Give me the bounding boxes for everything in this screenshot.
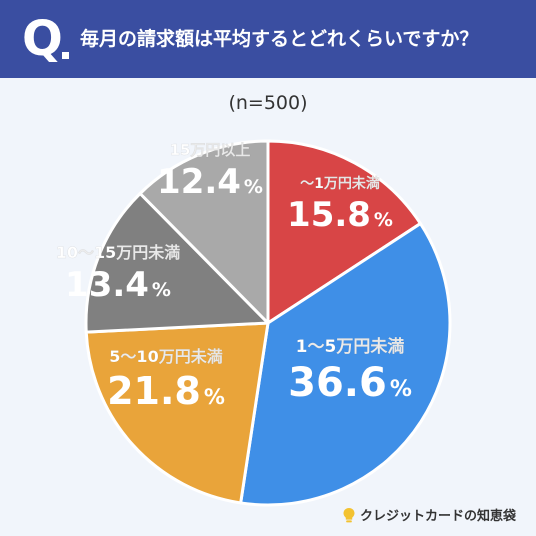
pie-slice-1 bbox=[266, 139, 422, 325]
slice-value-number-3: 21.8 bbox=[107, 369, 201, 413]
slice-value-unit-5: % bbox=[244, 176, 263, 198]
slice-value-unit-3: % bbox=[204, 385, 225, 409]
slice-label-3: 5〜10万円未満 bbox=[109, 347, 222, 366]
slice-value-number-5: 12.4 bbox=[157, 162, 241, 202]
slice-value-number-4: 13.4 bbox=[65, 265, 149, 305]
brand-logo: クレジットカードの知恵袋 bbox=[342, 505, 516, 524]
slice-value-3: 21.8% bbox=[107, 369, 225, 413]
sample-size-label: (n=500) bbox=[228, 92, 308, 114]
slice-label-4: 10〜15万円未満 bbox=[56, 243, 181, 262]
pie-labels: 〜1万円未満 15.8 % 1〜5万円未満 36.6 % 5〜10万円未満 21.8 % 10〜1… bbox=[55, 141, 412, 413]
pie-slice-5 bbox=[138, 139, 270, 325]
pie-slice-2 bbox=[239, 222, 452, 507]
slice-label-5: 15万円以上 bbox=[170, 141, 251, 159]
slice-label-2: 1〜5万円未満 bbox=[296, 336, 405, 357]
slice-label-1: 〜1万円未満 bbox=[300, 175, 380, 192]
slice-value-2: 36.6% bbox=[288, 360, 412, 406]
brand-name: クレジットカードの知恵袋 bbox=[359, 509, 516, 524]
question-mark-label: Q bbox=[22, 11, 63, 67]
question-title: 毎月の請求額は平均するとどれくらいですか？ bbox=[80, 28, 479, 50]
slice-value-unit-2: % bbox=[390, 377, 412, 402]
pie-slice-3 bbox=[84, 321, 270, 505]
question-dot bbox=[62, 52, 69, 59]
bulb-icon bbox=[343, 507, 355, 522]
slice-value-unit-4: % bbox=[152, 279, 171, 301]
header-bar: Q 毎月の請求額は平均するとどれくらいですか？ bbox=[0, 0, 536, 78]
slice-value-1: 15.8% bbox=[287, 195, 393, 235]
slice-value-unit-1: % bbox=[374, 209, 393, 231]
pie-slice-4 bbox=[84, 192, 270, 334]
slice-value-4: 13.4% bbox=[65, 265, 171, 305]
slice-value-number-1: 15.8 bbox=[287, 195, 371, 235]
pie-slices bbox=[84, 139, 452, 507]
slice-value-5: 12.4% bbox=[157, 162, 263, 202]
slice-value-number-2: 36.6 bbox=[288, 360, 387, 406]
